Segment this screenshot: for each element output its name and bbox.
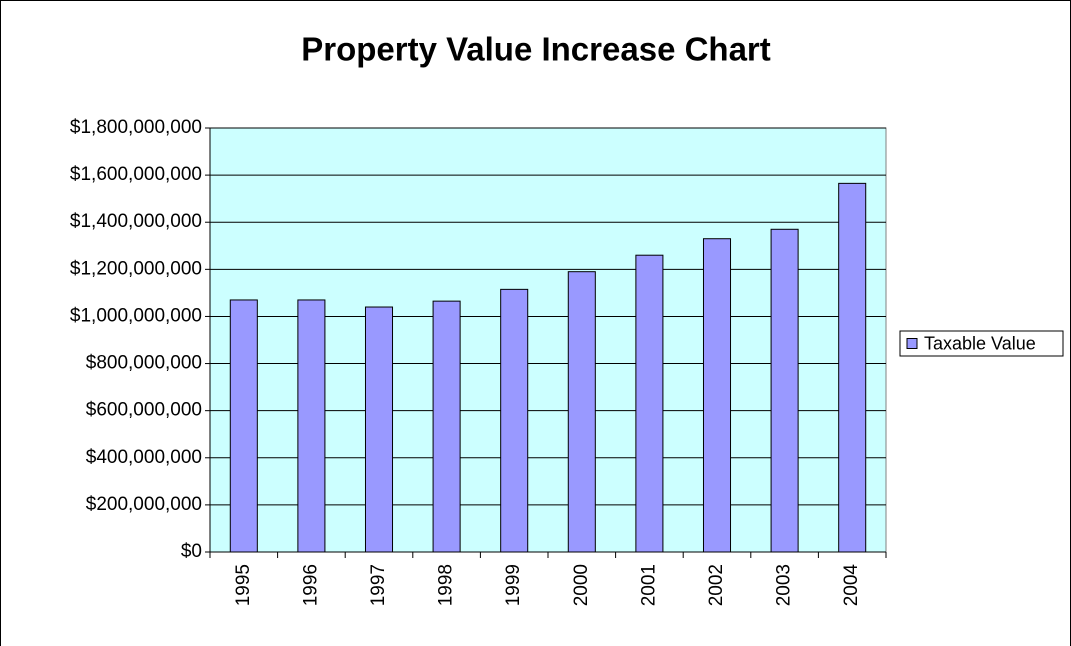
x-tick-label: 2003 [774,564,795,606]
y-tick-label: $1,400,000,000 [70,211,202,232]
x-tick-label: 1996 [300,564,321,606]
legend-label: Taxable Value [924,333,1036,353]
bar [838,182,867,553]
bar [364,306,394,553]
x-tick-label: 2004 [841,564,862,607]
y-tick-label: $800,000,000 [86,353,202,374]
x-tick-label: 1999 [503,564,524,606]
bar [432,300,461,553]
bar [635,254,664,553]
x-tick-label: 2000 [571,564,592,606]
y-tick-label: $1,000,000,000 [70,305,202,326]
y-tick-label: $1,600,000,000 [70,164,202,185]
bar [702,238,732,553]
y-tick-label: $200,000,000 [86,494,202,515]
y-tick-label: $400,000,000 [86,447,202,468]
y-tick-label: $1,200,000,000 [70,258,202,279]
bar [500,288,529,553]
x-tick-label: 2001 [638,564,659,606]
bar [229,299,258,553]
x-tick-label: 1997 [368,564,389,606]
legend-swatch [906,338,918,349]
bar [770,228,799,553]
x-tick-label: 2002 [706,564,727,606]
y-tick-label: $0 [181,541,202,562]
x-tick-label: 1995 [233,564,254,606]
x-tick-label: 1998 [436,564,457,606]
legend-box [899,330,1064,357]
y-tick-label: $1,800,000,000 [70,117,202,138]
bar [297,299,326,553]
bar [567,271,596,553]
chart-title: Property Value Increase Chart [301,31,771,68]
y-tick-label: $600,000,000 [86,400,202,421]
